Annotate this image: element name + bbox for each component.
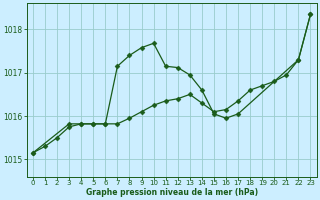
X-axis label: Graphe pression niveau de la mer (hPa): Graphe pression niveau de la mer (hPa) bbox=[86, 188, 258, 197]
